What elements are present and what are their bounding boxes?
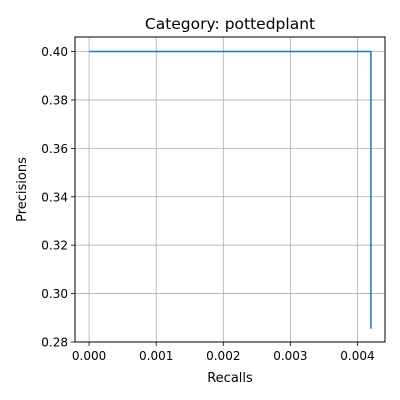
x-tick-label: 0.002 [206, 349, 240, 363]
x-tick-label: 0.000 [72, 349, 106, 363]
y-tick-label: 0.32 [41, 239, 68, 253]
x-tick-label: 0.003 [273, 349, 307, 363]
y-tick-label: 0.36 [41, 142, 68, 156]
chart-title: Category: pottedplant [145, 15, 315, 33]
series-layer [89, 50, 372, 329]
pr-curve-line [89, 50, 372, 329]
x-tick-label: 0.001 [139, 349, 173, 363]
y-axis-label: Precisions [15, 157, 30, 222]
ticks: 0.000 0.001 0.002 0.003 0.004 0.28 0.30 0.32 0.3… [41, 45, 374, 363]
plot-frame [74, 36, 386, 343]
y-tick-label: 0.30 [41, 287, 68, 301]
x-axis-label: Recalls [207, 371, 253, 386]
y-tick-label: 0.34 [41, 190, 68, 204]
y-tick-label: 0.28 [41, 336, 68, 350]
y-tick-label: 0.38 [41, 93, 68, 107]
y-tick-label: 0.40 [41, 45, 68, 59]
x-tick-label: 0.004 [340, 349, 374, 363]
grid [75, 37, 385, 343]
